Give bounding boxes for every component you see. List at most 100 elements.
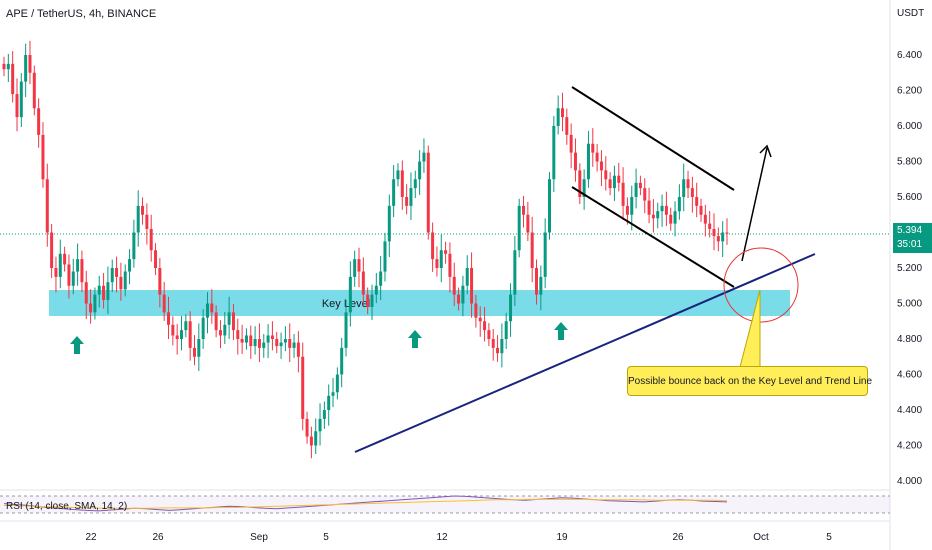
rsi-sma-line [3,498,728,509]
candle-body [621,182,625,206]
candle-body [552,126,556,180]
candle-body [41,134,45,180]
price-tick-label: 4.400 [897,405,922,416]
candle-body [45,179,49,233]
candle-body [695,197,699,206]
trend-line[interactable] [354,253,816,453]
candle-body [517,205,521,251]
candle-body [123,271,127,290]
candle-body [110,268,114,283]
candle-body [28,55,32,73]
price-tick-label: 4.600 [897,370,922,381]
candle-body [197,339,201,357]
candle-body [595,152,599,162]
candle-body [223,324,227,336]
candle-body [279,342,283,347]
candle-body [509,294,513,322]
candle-body [625,205,629,215]
price-axis-ticks: 6.4006.2006.0005.8005.6005.4005.2005.000… [897,50,922,487]
candle-body [2,63,6,70]
candle-body [539,276,543,295]
price-tick-label: 5.800 [897,157,922,168]
candle-body [708,223,712,229]
candle-body [37,108,41,135]
key-level-zone[interactable] [49,290,790,316]
price-tick-label: 4.800 [897,334,922,345]
candle-body [496,347,500,354]
candle-body [270,335,274,339]
time-tick-label: 22 [85,532,97,543]
candle-body [374,285,378,295]
channel-lower-line[interactable] [571,186,735,288]
time-axis-ticks: 22 26 Sep 5 12 19 26 Oct 5 [85,532,832,543]
candle-body [262,342,266,348]
candle-body [535,268,539,295]
candle-body [58,253,62,277]
candle-body [673,211,677,224]
rsi-label: RSI (14, close, SMA, 14, 2) [6,501,128,512]
candle-body [175,335,179,339]
candle-body [712,228,716,237]
time-tick-label: 19 [556,532,568,543]
candle-body [167,312,171,325]
candle-body [612,175,616,189]
price-tick-label: 6.200 [897,86,922,97]
candle-body [470,268,474,304]
candle-body [184,321,188,331]
candle-body [171,324,175,336]
candle-body [651,214,655,219]
candlestick-series [2,40,729,459]
candle-body [426,152,430,233]
candle-body [149,228,153,251]
candle-body [32,72,36,109]
candle-body [370,294,374,308]
candle-body [89,303,93,313]
time-tick-label: 26 [152,532,164,543]
candle-body [24,55,28,82]
candle-body [50,232,54,268]
candle-body [716,236,720,242]
candle-body [366,294,370,308]
candle-body [664,205,668,215]
candle-body [396,170,400,180]
candle-body [608,179,612,189]
candle-body [448,253,452,277]
candle-body [357,259,361,272]
candle-body [231,312,235,331]
candle-body [158,268,162,295]
up-arrow-icon [408,330,422,348]
candle-body [682,179,686,197]
candle-body [565,117,569,135]
price-tick-label: 6.000 [897,121,922,132]
candle-body [638,182,642,189]
candle-body [145,214,149,229]
candle-body [340,347,344,375]
candle-body [690,188,694,197]
candle-body [491,339,495,348]
candle-body [19,81,23,118]
time-tick-label: 12 [436,532,448,543]
candle-body [677,197,681,212]
price-tick-label: 4.000 [897,476,922,487]
candle-body [487,330,491,339]
candle-body [301,356,305,419]
candle-body [180,330,184,339]
candle-body [253,339,257,347]
time-tick-label: Sep [250,532,268,543]
candle-body [418,161,422,180]
up-arrow-icon [554,322,568,340]
candle-body [461,285,465,304]
candle-body [314,431,318,446]
channel-upper-line[interactable] [571,86,735,191]
price-tick-label: 5.200 [897,263,922,274]
projection-arrow[interactable] [741,147,768,262]
candle-body [305,418,309,437]
target-circle[interactable] [723,247,799,323]
candle-body [141,205,145,215]
candle-body [132,232,136,260]
callout-box[interactable]: Possible bounce back on the Key Level an… [627,366,872,396]
candle-body [392,179,396,206]
candle-body [236,330,240,339]
candle-body [504,321,508,339]
